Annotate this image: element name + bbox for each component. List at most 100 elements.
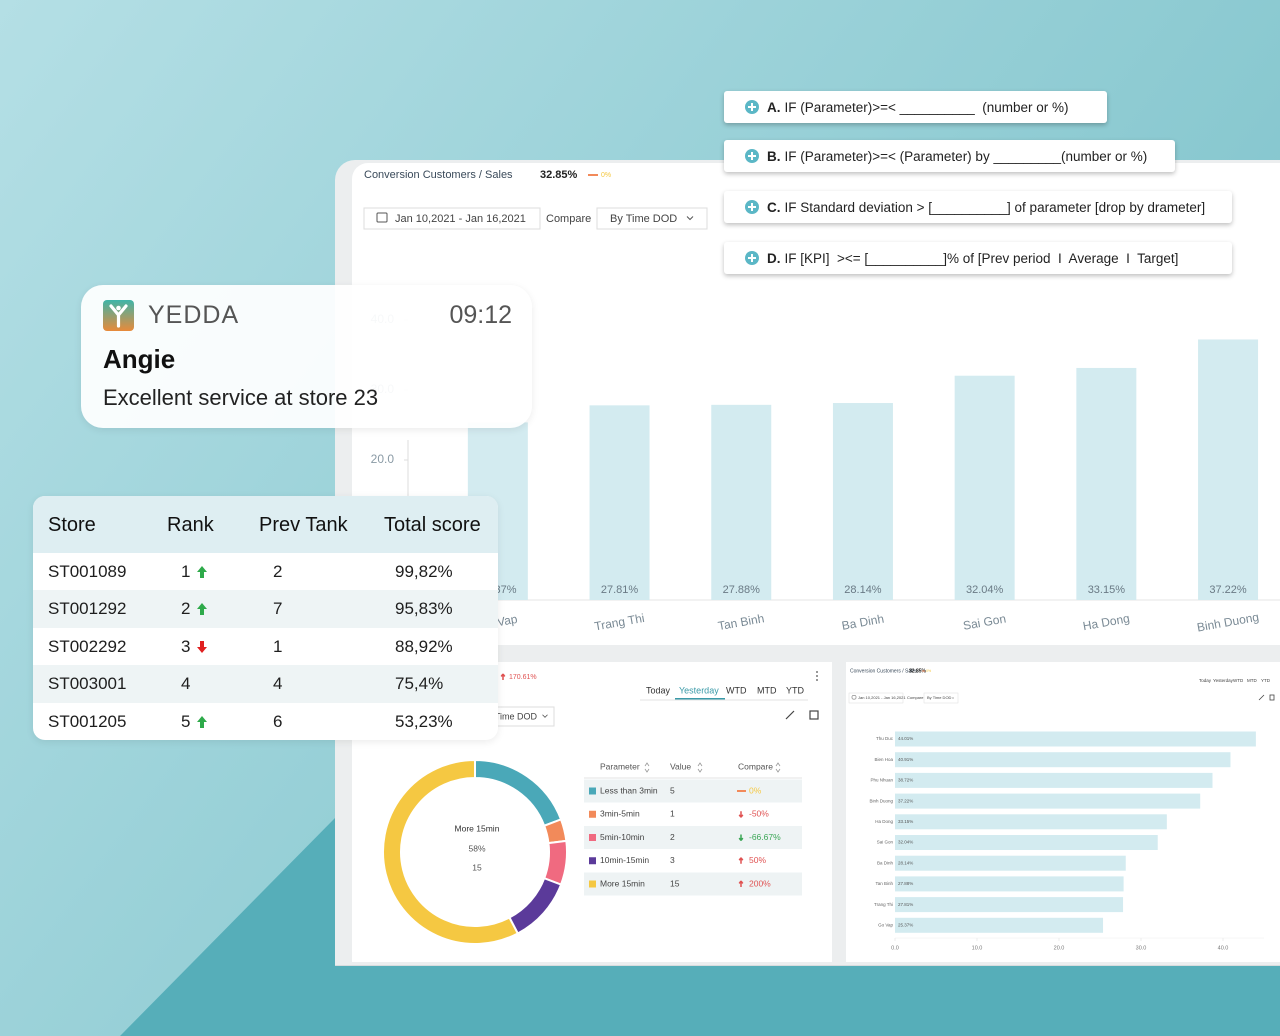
table-cell: 4 — [273, 674, 283, 694]
rank-trend-icon — [197, 640, 207, 653]
rank-trend-icon — [197, 603, 207, 616]
calendar-icon — [851, 695, 857, 700]
compare-value: 0% — [749, 785, 762, 795]
table-cell: 53,23% — [395, 711, 453, 731]
parameter-value: 5 — [670, 785, 675, 795]
notification-message: Excellent service at store 23 — [103, 385, 379, 410]
period-tab[interactable]: YTD — [786, 685, 805, 695]
trend-arrow — [197, 640, 207, 653]
compare-select[interactable] — [596, 207, 708, 230]
bar — [1076, 367, 1137, 600]
bar-value-label: 37.22% — [898, 798, 913, 803]
x-tick-label: Tan Binh — [717, 611, 765, 633]
bar — [895, 876, 1124, 892]
donut-center-label: More 15min — [455, 823, 500, 833]
y-tick-label: 20.0 — [371, 452, 395, 466]
period-tab[interactable]: MTD — [1247, 678, 1257, 683]
rank-trend-icon — [197, 715, 207, 728]
compare-value: By Time DOD — [927, 695, 952, 700]
parameter-value: 15 — [670, 878, 680, 888]
rule-text: IF (Parameter)>=< __________ (number or … — [784, 99, 1069, 115]
table-row-bg — [584, 872, 802, 896]
app-icon — [103, 300, 134, 331]
y-category-label: Thu Duc — [876, 736, 894, 741]
table-column-header: Parameter — [600, 761, 640, 771]
table-cell: 4 — [181, 674, 191, 694]
period-tab[interactable]: Today — [1199, 678, 1212, 683]
bar — [895, 772, 1213, 788]
parameter-value: 1 — [670, 809, 675, 819]
bar-value-label: 33.15% — [1088, 584, 1126, 596]
trend-arrow — [738, 857, 744, 864]
period-tab[interactable]: Yesterday — [1213, 678, 1234, 683]
y-category-label: Sai Gon — [877, 840, 894, 845]
table-cell: ST001205 — [48, 711, 127, 731]
compare-value: -66.67% — [749, 832, 781, 842]
menu-icon — [816, 671, 818, 673]
parameter-name: 3min-5min — [600, 809, 640, 819]
table-row-bg — [33, 590, 498, 628]
donut-center-value: 15 — [472, 862, 482, 872]
y-category-label: Go Vap — [878, 922, 893, 927]
period-tab[interactable]: YTD — [1261, 678, 1271, 683]
bar-value-label: 27.88% — [723, 584, 761, 596]
y-category-label: Phu Nhuan — [870, 778, 893, 783]
table-cell: ST001292 — [48, 599, 127, 619]
bar-value-label: 28.14% — [844, 584, 882, 596]
sort-icon — [775, 762, 781, 773]
date-picker[interactable] — [363, 207, 541, 230]
period-tab[interactable]: MTD — [757, 685, 777, 695]
rule-letter: A. — [767, 99, 781, 115]
menu-icon — [816, 675, 818, 677]
column-header: Store — [48, 514, 96, 536]
y-category-label: Binh Duong — [869, 798, 893, 803]
table-header — [33, 496, 498, 553]
rule-option[interactable]: B. IF (Parameter)>=< (Parameter) by _____… — [724, 140, 1175, 172]
x-tick-label: Trang Thi — [593, 611, 645, 634]
dashboard-value: 32.85% — [540, 169, 578, 181]
plus-icon — [745, 149, 759, 163]
y-category-label: Ha Dong — [875, 819, 893, 824]
x-tick-label: 30.0 — [1136, 945, 1147, 951]
bar-value-label: 32.04% — [966, 584, 1004, 596]
app-name: YEDDA — [148, 301, 240, 329]
calendar-icon — [376, 212, 388, 223]
dashboard-value: 32.85% — [909, 668, 927, 674]
compare-value: By Time DOD — [482, 711, 538, 721]
bar — [832, 403, 893, 600]
parameter-value: 2 — [670, 832, 675, 842]
rule-option[interactable]: C. IF Standard deviation > [__________] o… — [724, 191, 1232, 223]
legend-swatch — [589, 857, 596, 865]
rule-option[interactable]: D. IF [KPI] ><= [__________]% of [Prev pe… — [724, 242, 1232, 274]
dashboard-trend: 0% — [926, 669, 931, 673]
period-tab[interactable]: Yesterday — [679, 685, 719, 695]
compare-value: -50% — [749, 809, 769, 819]
table-cell: 95,83% — [395, 599, 453, 619]
table-cell: 6 — [273, 711, 283, 731]
column-header: Prev Tank — [259, 514, 348, 536]
parameter-name: More 15min — [600, 878, 645, 888]
x-tick-label: 10.0 — [972, 945, 983, 951]
bar-value-label: 27.88% — [898, 881, 913, 886]
bar-value-label: 32.04% — [898, 840, 913, 845]
rule-letter: B. — [767, 148, 781, 164]
period-tab[interactable]: Today — [646, 685, 671, 695]
trend-arrow — [738, 811, 744, 818]
leaderboard: Store Rank Prev Tank Total score ST001089 1 2 9… — [33, 496, 498, 740]
date-range: Jan 10,2021 - Jan 16,2021 — [395, 213, 526, 225]
table-icon — [1269, 694, 1275, 701]
compare-select[interactable] — [923, 692, 959, 704]
period-tab[interactable]: WTD — [726, 685, 747, 695]
rule-option[interactable]: A. IF (Parameter)>=< __________ (number o… — [724, 91, 1107, 123]
period-tab[interactable]: WTD — [1233, 678, 1244, 683]
table-column-header: Value — [670, 761, 691, 771]
x-tick-label: Sai Gon — [962, 612, 1007, 633]
bar — [895, 897, 1124, 913]
date-picker[interactable] — [848, 692, 904, 704]
rank-trend-icon — [197, 566, 207, 578]
bar — [954, 375, 1015, 600]
table-cell: 2 — [181, 599, 191, 619]
menu-icon — [816, 679, 818, 681]
x-tick-label: 20.0 — [1054, 945, 1065, 951]
dashboard-title: Conversion Customers / Sales — [364, 169, 513, 181]
